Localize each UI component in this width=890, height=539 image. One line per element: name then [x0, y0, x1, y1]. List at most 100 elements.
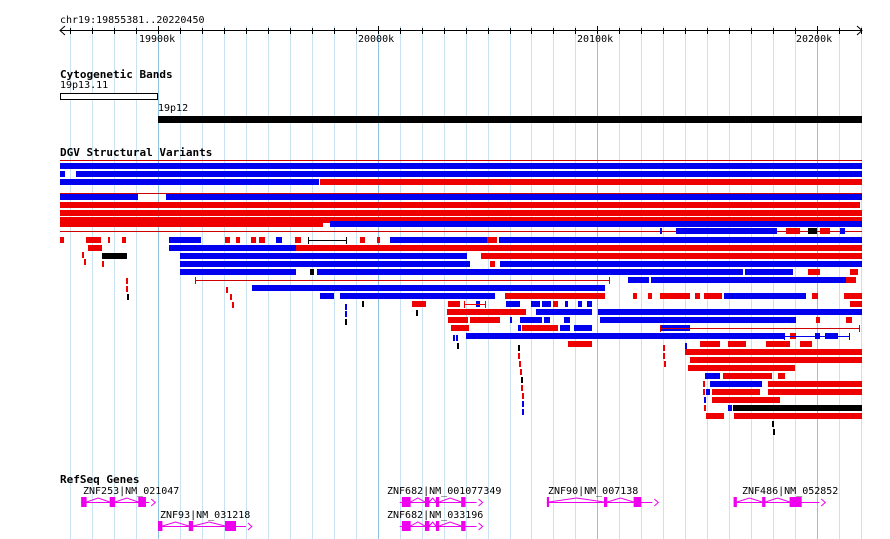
dgv-variant-tick[interactable]: [703, 389, 705, 395]
dgv-variant-tick[interactable]: [522, 393, 524, 399]
dgv-variant[interactable]: [565, 301, 568, 307]
dgv-variant[interactable]: [840, 228, 845, 234]
dgv-variant[interactable]: [102, 253, 127, 259]
gene-exon[interactable]: [401, 497, 411, 507]
dgv-variant[interactable]: [723, 373, 772, 379]
dgv-variant[interactable]: [259, 237, 265, 243]
dgv-variant[interactable]: [340, 293, 495, 299]
dgv-variant[interactable]: [86, 237, 101, 243]
dgv-variant-tick[interactable]: [127, 294, 129, 300]
dgv-variant-tick[interactable]: [703, 381, 705, 387]
dgv-variant[interactable]: [180, 253, 467, 259]
dgv-variant[interactable]: [700, 341, 720, 347]
gene-exon[interactable]: [461, 497, 466, 507]
dgv-variant[interactable]: [850, 301, 862, 307]
dgv-variant[interactable]: [518, 325, 521, 331]
dgv-variant[interactable]: [448, 301, 460, 307]
dgv-variant[interactable]: [500, 261, 862, 267]
dgv-variant[interactable]: [295, 237, 301, 243]
dgv-variant-line[interactable]: [60, 160, 862, 161]
dgv-variant-tick[interactable]: [102, 261, 104, 267]
gene-exon[interactable]: [733, 497, 737, 507]
dgv-variant[interactable]: [560, 325, 570, 331]
dgv-variant[interactable]: [320, 179, 862, 185]
dgv-variant-tick[interactable]: [126, 286, 128, 292]
dgv-variant[interactable]: [544, 317, 550, 323]
dgv-variant[interactable]: [600, 317, 796, 323]
dgv-variant[interactable]: [728, 341, 746, 347]
gene-exon[interactable]: [424, 521, 430, 531]
dgv-variant-tick[interactable]: [685, 343, 687, 349]
dgv-variant[interactable]: [510, 317, 512, 323]
dgv-variant-tick[interactable]: [362, 301, 364, 307]
dgv-variant-tick[interactable]: [416, 310, 418, 316]
gene-exon[interactable]: [633, 497, 642, 507]
gene-exon[interactable]: [789, 497, 802, 507]
dgv-variant[interactable]: [816, 317, 820, 323]
gene-exon[interactable]: [603, 497, 608, 507]
dgv-variant[interactable]: [180, 261, 470, 267]
dgv-variant[interactable]: [812, 293, 818, 299]
gene-exon[interactable]: [225, 521, 237, 531]
dgv-variant[interactable]: [850, 269, 858, 275]
dgv-variant[interactable]: [169, 245, 296, 251]
dgv-variant[interactable]: [88, 245, 102, 251]
dgv-variant[interactable]: [225, 237, 230, 243]
dgv-variant[interactable]: [685, 349, 862, 355]
dgv-variant[interactable]: [451, 325, 469, 331]
gene-label-znf93[interactable]: ZNF93|NM_031218: [160, 510, 251, 521]
dgv-variant[interactable]: [733, 405, 862, 411]
dgv-variant[interactable]: [768, 381, 862, 387]
dgv-variant-tick[interactable]: [84, 259, 86, 265]
gene-exon[interactable]: [138, 497, 146, 507]
dgv-variant[interactable]: [320, 293, 334, 299]
gene-exon[interactable]: [109, 497, 116, 507]
dgv-variant[interactable]: [76, 171, 862, 177]
dgv-variant-line[interactable]: [60, 193, 862, 194]
dgv-variant-tick[interactable]: [521, 385, 523, 391]
dgv-variant[interactable]: [481, 253, 862, 259]
dgv-variant[interactable]: [377, 237, 380, 243]
dgv-variant[interactable]: [690, 357, 862, 363]
dgv-variant[interactable]: [236, 237, 240, 243]
dgv-variant[interactable]: [846, 277, 856, 283]
dgv-variant[interactable]: [448, 317, 468, 323]
dgv-variant-tick[interactable]: [126, 278, 128, 284]
dgv-variant[interactable]: [60, 179, 319, 185]
dgv-variant-tick[interactable]: [457, 343, 459, 349]
dgv-variant[interactable]: [712, 389, 760, 395]
gene-exon[interactable]: [762, 497, 766, 507]
dgv-variant-tick[interactable]: [345, 319, 347, 325]
dgv-variant[interactable]: [598, 309, 862, 315]
dgv-variant-tick[interactable]: [230, 294, 232, 300]
dgv-variant[interactable]: [768, 389, 862, 395]
dgv-variant[interactable]: [60, 163, 862, 169]
dgv-variant[interactable]: [648, 293, 652, 299]
dgv-variant[interactable]: [564, 317, 570, 323]
dgv-variant[interactable]: [660, 228, 662, 234]
dgv-variant-tick[interactable]: [704, 397, 706, 403]
dgv-variant[interactable]: [466, 333, 785, 339]
dgv-variant[interactable]: [60, 217, 862, 223]
dgv-variant-tick[interactable]: [232, 302, 234, 308]
dgv-variant[interactable]: [252, 285, 605, 291]
dgv-variant[interactable]: [587, 301, 592, 307]
dgv-variant[interactable]: [553, 301, 558, 307]
dgv-variant[interactable]: [786, 228, 800, 234]
dgv-variant[interactable]: [506, 301, 520, 307]
dgv-variant[interactable]: [705, 373, 720, 379]
dgv-variant-tick[interactable]: [773, 429, 775, 435]
dgv-variant[interactable]: [470, 317, 500, 323]
dgv-variant[interactable]: [800, 341, 812, 347]
dgv-variant-tick[interactable]: [518, 353, 520, 359]
dgv-variant[interactable]: [169, 237, 201, 243]
dgv-variant[interactable]: [542, 301, 551, 307]
dgv-variant[interactable]: [60, 171, 65, 177]
cytoband-19p12[interactable]: [158, 116, 863, 123]
dgv-variant-tick[interactable]: [521, 377, 523, 383]
dgv-variant[interactable]: [820, 228, 830, 234]
dgv-variant[interactable]: [846, 317, 852, 323]
gene-exon[interactable]: [546, 497, 550, 507]
dgv-variant[interactable]: [166, 194, 862, 200]
